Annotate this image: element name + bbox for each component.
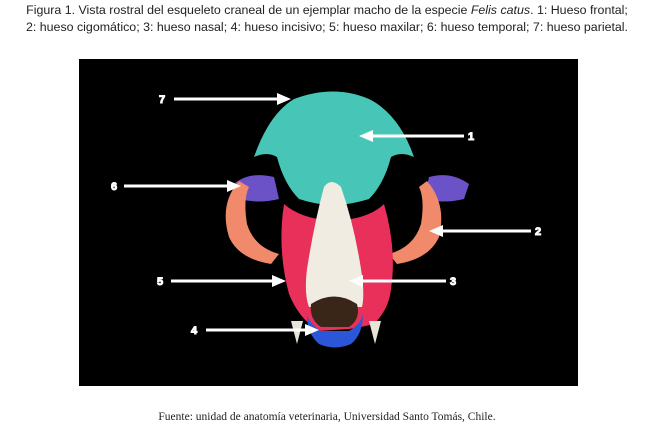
arrow-3-head xyxy=(349,275,363,287)
figure-caption: Figura 1. Vista rostral del esqueleto cr… xyxy=(0,2,654,36)
arrow-1-head xyxy=(359,130,373,142)
caption-line-1: Figura 1. Vista rostral del esqueleto cr… xyxy=(0,2,654,19)
label-1: 1 xyxy=(468,131,474,143)
zygomatic-bone-right xyxy=(389,181,442,264)
label-4: 4 xyxy=(191,325,198,337)
canine-left xyxy=(291,321,303,344)
arrow-7-head xyxy=(277,93,291,105)
frontal-bone xyxy=(254,91,414,205)
figure-source: Fuente: unidad de anatomía veterinaria, … xyxy=(158,411,496,423)
species-name: Felis catus xyxy=(470,3,531,17)
arrow-2-head xyxy=(429,225,443,237)
skull-illustration: 7 1 6 2 5 3 4 xyxy=(111,91,542,348)
nasal-aperture xyxy=(310,296,358,327)
nasal-bone xyxy=(305,182,364,307)
caption-line-2: 2: hueso cigomático; 3: hueso nasal; 4: … xyxy=(26,20,628,34)
incisive-bone xyxy=(307,314,363,348)
caption-text-end: . 1: Hueso frontal; xyxy=(530,3,628,17)
zygomatic-bone-left xyxy=(225,181,279,264)
label-7: 7 xyxy=(159,94,165,106)
canine-right xyxy=(369,321,381,344)
label-3: 3 xyxy=(450,276,456,288)
skull-figure: 7 1 6 2 5 3 4 xyxy=(79,59,578,386)
label-5: 5 xyxy=(157,276,163,288)
label-6: 6 xyxy=(111,181,117,193)
arrow-6-head xyxy=(227,180,241,192)
arrow-5-head xyxy=(272,275,286,287)
label-2: 2 xyxy=(535,226,541,238)
arrow-4-head xyxy=(305,324,319,336)
caption-text: Figura 1. Vista rostral del esqueleto cr… xyxy=(26,3,471,17)
